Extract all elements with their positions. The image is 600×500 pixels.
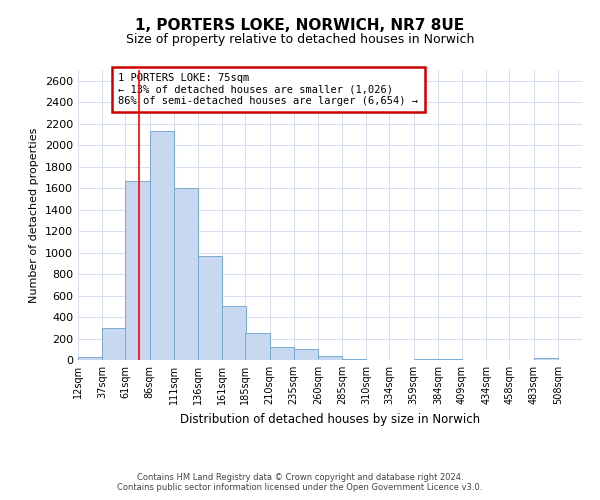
Bar xyxy=(269,346,294,360)
Bar xyxy=(198,256,222,360)
Bar xyxy=(222,306,247,360)
Bar xyxy=(174,188,198,360)
X-axis label: Distribution of detached houses by size in Norwich: Distribution of detached houses by size … xyxy=(180,412,480,426)
Text: 1 PORTERS LOKE: 75sqm
← 13% of detached houses are smaller (1,026)
86% of semi-d: 1 PORTERS LOKE: 75sqm ← 13% of detached … xyxy=(118,73,418,106)
Bar xyxy=(245,332,269,360)
Bar xyxy=(533,358,558,360)
Bar xyxy=(78,358,102,360)
Bar xyxy=(294,350,318,360)
Text: Contains HM Land Registry data © Crown copyright and database right 2024.
Contai: Contains HM Land Registry data © Crown c… xyxy=(118,473,482,492)
Bar xyxy=(413,359,438,360)
Bar xyxy=(102,328,127,360)
Bar xyxy=(342,359,366,360)
Bar xyxy=(149,131,174,360)
Bar xyxy=(318,356,342,360)
Text: Size of property relative to detached houses in Norwich: Size of property relative to detached ho… xyxy=(126,32,474,46)
Y-axis label: Number of detached properties: Number of detached properties xyxy=(29,128,40,302)
Text: 1, PORTERS LOKE, NORWICH, NR7 8UE: 1, PORTERS LOKE, NORWICH, NR7 8UE xyxy=(136,18,464,32)
Bar xyxy=(125,180,149,360)
